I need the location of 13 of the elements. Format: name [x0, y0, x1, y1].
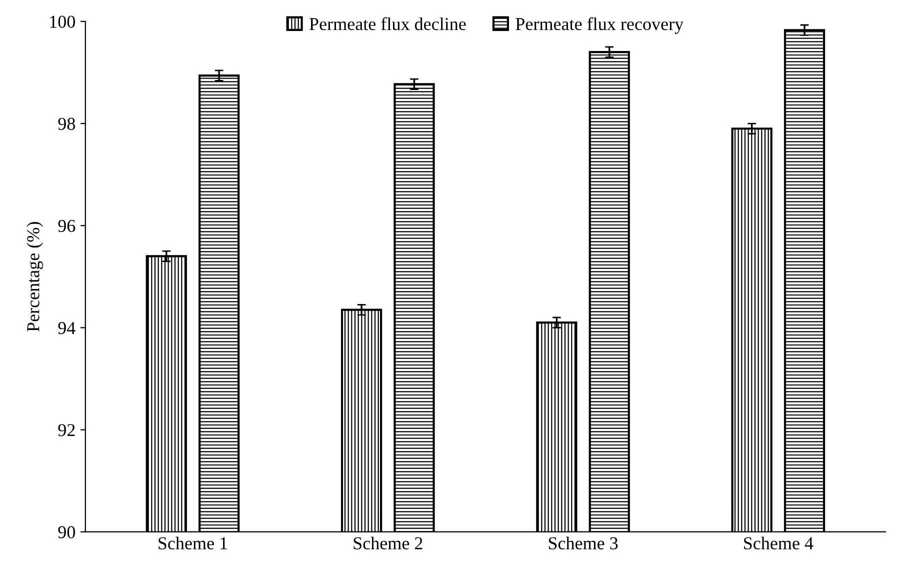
y-tick-label: 92: [58, 424, 75, 436]
x-tick-label: Scheme 2: [354, 536, 422, 550]
y-axis-title: Percentage (%): [26, 222, 44, 332]
y-tick-label: 94: [58, 322, 76, 334]
y-tick-label: 96: [58, 220, 76, 232]
x-tick-label: Scheme 3: [548, 536, 618, 550]
x-tick-label: Scheme 4: [744, 536, 814, 550]
legend-label: Permeate flux decline: [310, 17, 466, 30]
x-tick-label: Scheme 1: [158, 536, 227, 550]
y-tick-label: 90: [58, 526, 75, 538]
y-tick-label: 100: [50, 16, 75, 28]
legend-label: Permeate flux recovery: [516, 17, 684, 34]
y-tick-label: 98: [58, 118, 75, 130]
